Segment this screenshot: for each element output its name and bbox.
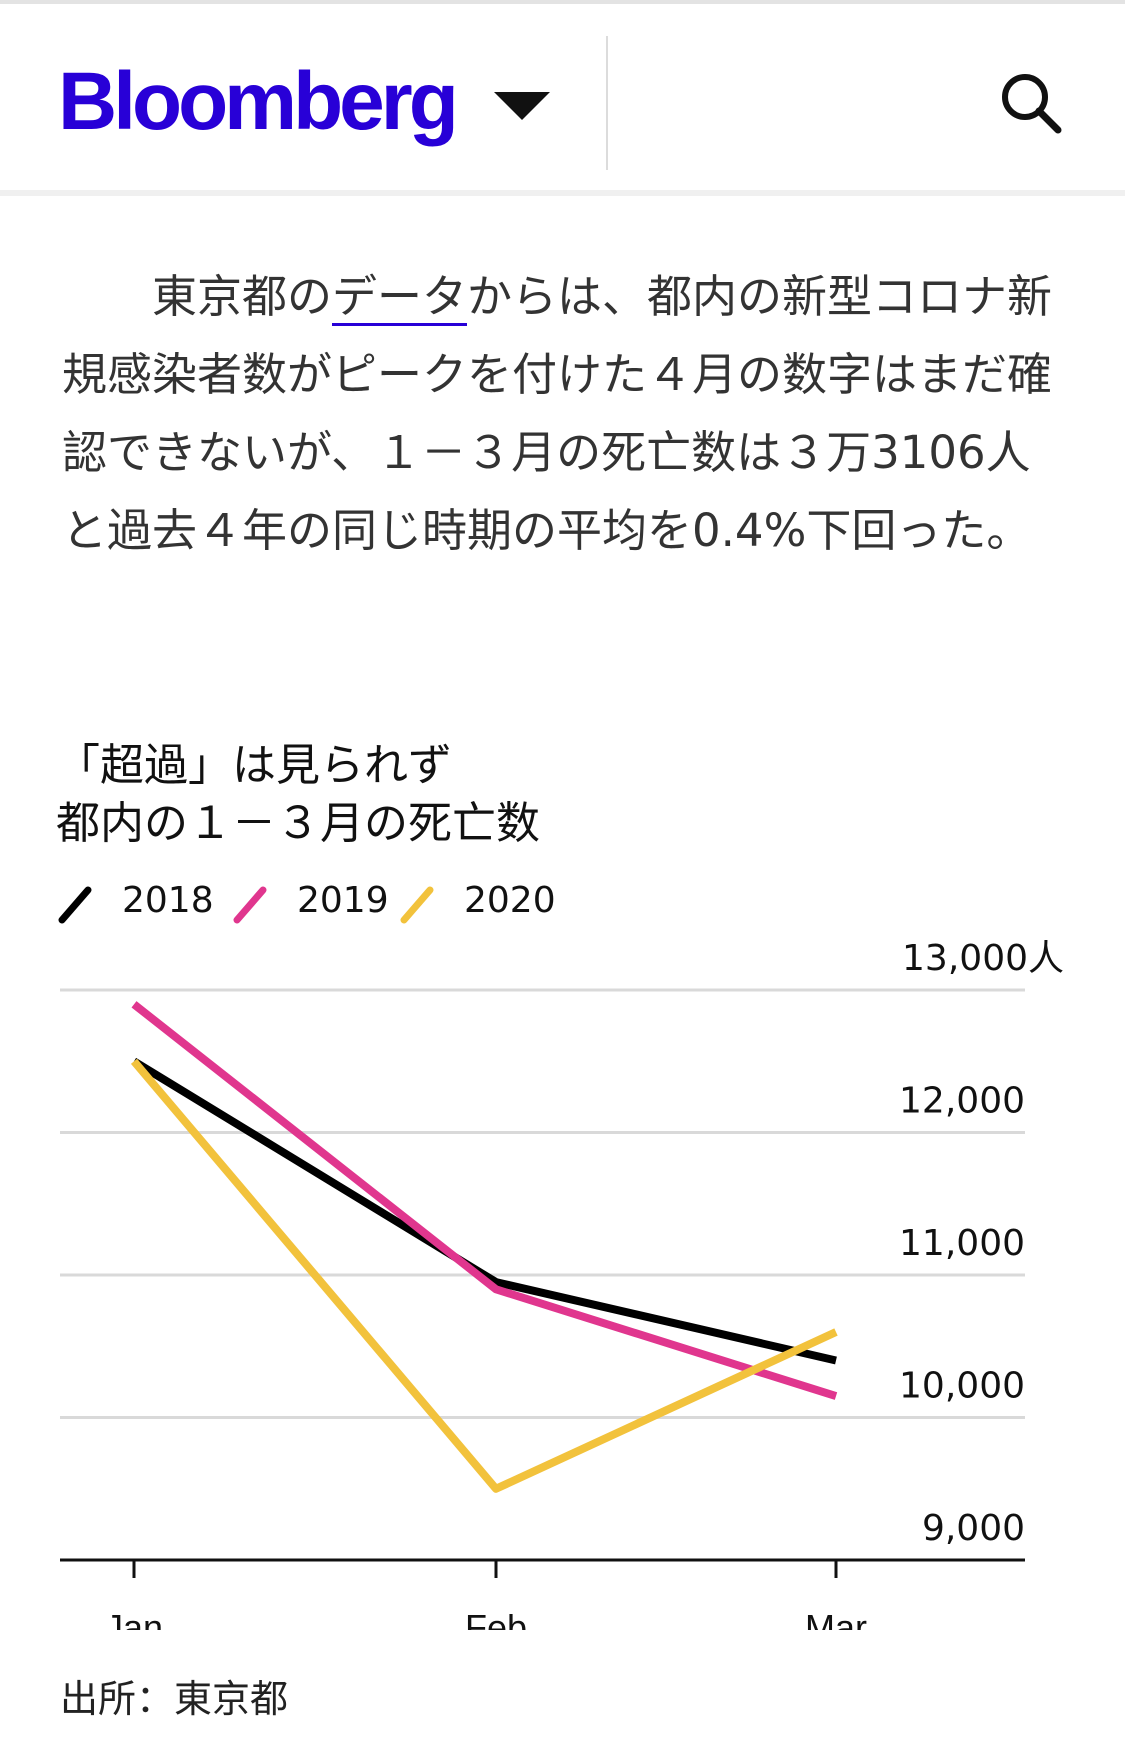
series-line-2020: [130, 1058, 838, 1493]
data-link[interactable]: データ: [332, 270, 468, 326]
site-header: Bloomberg: [0, 4, 1125, 196]
y-tick-label: 10,000: [899, 1366, 1025, 1407]
y-tick-label: 11,000: [899, 1223, 1025, 1264]
article-text-start: 東京都の: [152, 270, 333, 323]
legend-label-2019: 2019: [297, 880, 389, 921]
y-tick-label: 13,000人: [902, 938, 1064, 979]
y-tick-label: 12,000: [899, 1081, 1025, 1122]
chart-subtitle: 都内の１－３月の死亡数: [56, 798, 540, 849]
series-line-2018: [131, 1057, 837, 1365]
chart-title: 「超過」は見られず: [56, 740, 452, 791]
x-tick-label: Mar: [805, 1607, 867, 1630]
bloomberg-logo[interactable]: Bloomberg: [58, 56, 459, 147]
article-text-rest: からは、都内の新型コロナ新規感染者数がピークを付けた４月の数字はまだ確認できない…: [62, 270, 1053, 557]
y-tick-label: 9,000: [922, 1508, 1025, 1549]
series-line-2019: [131, 1001, 838, 1400]
legend-swatch-2020: [400, 886, 434, 924]
chart-source: 出所：東京都: [60, 1677, 289, 1721]
x-tick-label: Feb: [465, 1607, 527, 1630]
article-body: 東京都のデータからは、都内の新型コロナ新規感染者数がピークを付けた４月の数字はま…: [62, 258, 1062, 570]
x-tick-label: Jan: [105, 1607, 163, 1630]
legend-swatch-2018: [58, 886, 92, 924]
search-icon[interactable]: [998, 70, 1064, 136]
top-border: [0, 0, 1125, 4]
legend-label-2018: 2018: [122, 880, 214, 921]
legend-swatch-2019: [233, 886, 267, 924]
line-chart: 13,000人 12,000 11,000 10,000 9,000 Jan Feb Mar: [60, 938, 1064, 1630]
header-divider: [606, 36, 608, 170]
article-paragraph: 東京都のデータからは、都内の新型コロナ新規感染者数がピークを付けた４月の数字はま…: [62, 258, 1062, 570]
caret-down-icon[interactable]: [492, 88, 552, 122]
legend-label-2020: 2020: [464, 880, 556, 921]
